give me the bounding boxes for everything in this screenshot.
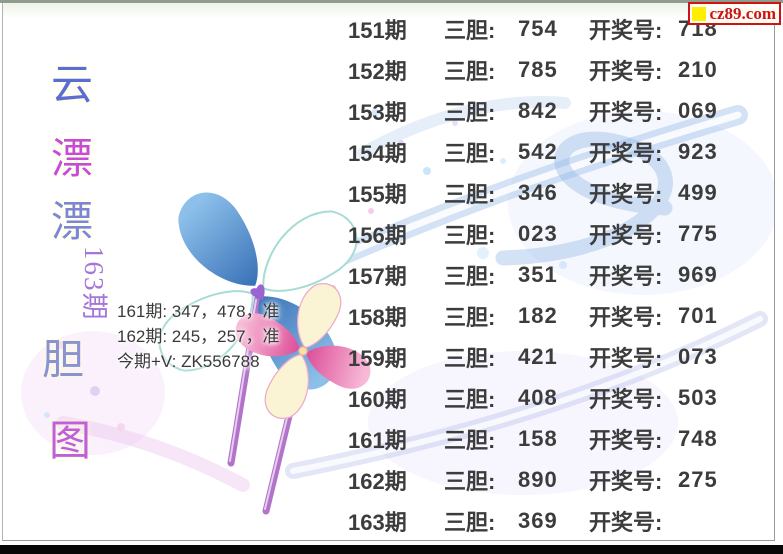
result-row: 154期 三胆: 542 开奖号: 923 <box>348 131 768 172</box>
row-draw-label: 开奖号: <box>589 345 663 371</box>
row-dan-value: 182 <box>518 302 558 328</box>
row-dan-value: 351 <box>518 261 558 287</box>
annotation-block: 161期: 347，478，准 162期: 245，257，准 今期+V: ZK55… <box>117 299 280 374</box>
row-dan-label: 三胆: <box>444 345 496 371</box>
row-draw-value: 069 <box>678 97 718 123</box>
yellow-square-icon <box>692 6 707 21</box>
row-dan-label: 三胆: <box>444 509 496 535</box>
annotation-line: 162期: 245，257，准 <box>117 327 280 346</box>
row-issue-label: 152期 <box>348 58 407 84</box>
watermark-logo: cz89.com <box>688 2 781 25</box>
row-draw-label: 开奖号: <box>589 427 663 453</box>
result-row: 157期 三胆: 351 开奖号: 969 <box>348 254 768 295</box>
title-char: 漂 <box>50 200 93 246</box>
row-draw-label: 开奖号: <box>589 181 663 207</box>
row-issue-label: 156期 <box>348 222 407 248</box>
row-dan-value: 785 <box>518 56 558 82</box>
row-dan-label: 三胆: <box>444 304 496 330</box>
row-draw-value: 073 <box>678 343 718 369</box>
row-issue-label: 160期 <box>348 386 407 412</box>
chart-content-area: 云漂漂胆图 163期 161期: 347，478，准 162期: 245，257，… <box>2 3 775 541</box>
heart-icon <box>250 284 265 300</box>
row-draw-label: 开奖号: <box>589 58 663 84</box>
result-row: 158期 三胆: 182 开奖号: 701 <box>348 295 768 336</box>
row-issue-label: 155期 <box>348 181 407 207</box>
row-dan-label: 三胆: <box>444 427 496 453</box>
window-bottom-bar <box>0 545 783 554</box>
row-draw-value: 503 <box>678 384 718 410</box>
row-issue-label: 162期 <box>348 468 407 494</box>
row-draw-label: 开奖号: <box>589 509 663 535</box>
title-char: 胆 <box>41 338 84 384</box>
pinwheel-illustration <box>146 180 378 515</box>
row-issue-label: 154期 <box>348 140 407 166</box>
row-issue-label: 163期 <box>348 509 407 535</box>
row-draw-value: 701 <box>678 302 718 328</box>
row-draw-value: 923 <box>678 138 718 164</box>
row-issue-label: 151期 <box>348 17 407 43</box>
results-list: 151期 三胆: 754 开奖号: 718 152期 三胆: 785 开奖号: … <box>348 8 768 540</box>
row-draw-value: 499 <box>678 179 718 205</box>
row-dan-label: 三胆: <box>444 386 496 412</box>
row-draw-label: 开奖号: <box>589 17 663 43</box>
window-top-edge <box>0 0 783 3</box>
row-draw-value: 275 <box>678 466 718 492</box>
row-dan-label: 三胆: <box>444 17 496 43</box>
title-char: 漂 <box>50 137 93 183</box>
row-dan-value: 890 <box>518 466 558 492</box>
row-dan-value: 023 <box>518 220 558 246</box>
result-row: 155期 三胆: 346 开奖号: 499 <box>348 172 768 213</box>
title-char: 云 <box>50 63 93 109</box>
result-row: 156期 三胆: 023 开奖号: 775 <box>348 213 768 254</box>
result-row: 153期 三胆: 842 开奖号: 069 <box>348 90 768 131</box>
row-issue-label: 161期 <box>348 427 407 453</box>
annotation-line: 161期: 347，478，准 <box>117 302 280 321</box>
row-dan-value: 542 <box>518 138 558 164</box>
row-dan-value: 346 <box>518 179 558 205</box>
row-draw-label: 开奖号: <box>589 386 663 412</box>
row-dan-value: 842 <box>518 97 558 123</box>
row-draw-value: 775 <box>678 220 718 246</box>
row-draw-label: 开奖号: <box>589 140 663 166</box>
row-dan-label: 三胆: <box>444 99 496 125</box>
current-issue-vertical: 163期 <box>79 246 109 322</box>
annotation-line: 今期+V: ZK556788 <box>117 352 260 371</box>
blue-pinwheel <box>146 180 370 402</box>
row-dan-label: 三胆: <box>444 222 496 248</box>
result-row: 151期 三胆: 754 开奖号: 718 <box>348 8 768 49</box>
row-draw-label: 开奖号: <box>589 99 663 125</box>
watermark-text: cz89.com <box>709 4 776 23</box>
pink-pinwheel <box>228 275 378 427</box>
row-dan-value: 421 <box>518 343 558 369</box>
result-row: 162期 三胆: 890 开奖号: 275 <box>348 459 768 500</box>
row-issue-label: 158期 <box>348 304 407 330</box>
row-dan-label: 三胆: <box>444 181 496 207</box>
row-dan-value: 158 <box>518 425 558 451</box>
row-draw-value: 748 <box>678 425 718 451</box>
row-draw-value: 969 <box>678 261 718 287</box>
row-dan-label: 三胆: <box>444 58 496 84</box>
result-row: 161期 三胆: 158 开奖号: 748 <box>348 418 768 459</box>
row-dan-value: 754 <box>518 15 558 41</box>
row-dan-label: 三胆: <box>444 140 496 166</box>
row-draw-label: 开奖号: <box>589 304 663 330</box>
row-issue-label: 157期 <box>348 263 407 289</box>
result-row: 159期 三胆: 421 开奖号: 073 <box>348 336 768 377</box>
row-issue-label: 159期 <box>348 345 407 371</box>
background-swirl-decoration <box>21 96 774 495</box>
row-issue-label: 153期 <box>348 99 407 125</box>
result-row: 163期 三胆: 369 开奖号: <box>348 500 768 540</box>
row-draw-label: 开奖号: <box>589 468 663 494</box>
row-dan-value: 408 <box>518 384 558 410</box>
row-dan-label: 三胆: <box>444 263 496 289</box>
row-draw-value: 210 <box>678 56 718 82</box>
row-dan-label: 三胆: <box>444 468 496 494</box>
row-dan-value: 369 <box>518 507 558 533</box>
title-char: 图 <box>48 419 91 465</box>
row-draw-label: 开奖号: <box>589 222 663 248</box>
result-row: 160期 三胆: 408 开奖号: 503 <box>348 377 768 418</box>
row-draw-label: 开奖号: <box>589 263 663 289</box>
result-row: 152期 三胆: 785 开奖号: 210 <box>348 49 768 90</box>
